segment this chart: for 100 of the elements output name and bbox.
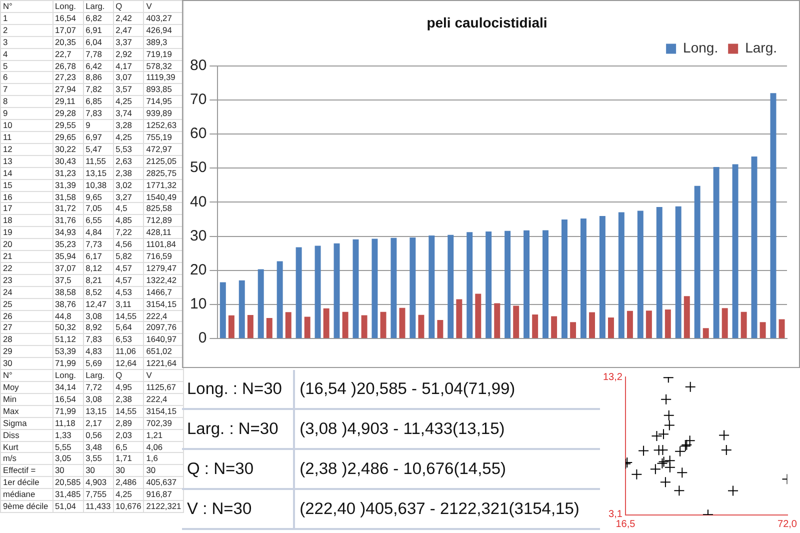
- bar: [285, 312, 292, 338]
- bar: [238, 280, 245, 338]
- text: 16 31,58 9,65 3,27 1540,49: [3, 192, 177, 202]
- bar: [372, 238, 378, 338]
- bar: [656, 207, 662, 338]
- point: [664, 420, 675, 431]
- bar: [504, 230, 511, 338]
- text: 30 71,99 5,69 12,64 1221,64: [3, 358, 177, 368]
- text: 3 20,35 6,04 3,37 389,3: [3, 36, 168, 47]
- text: 26 44,8 3,08 14,55 222,4: [3, 310, 168, 321]
- bar: [323, 308, 330, 338]
- point: [718, 430, 730, 441]
- bar: [418, 314, 424, 338]
- bar: [732, 164, 738, 338]
- point: [631, 468, 642, 480]
- text: Moy 34,14 7,72 4,95 1125,67: [3, 382, 176, 392]
- bar: [684, 296, 690, 338]
- bar: [580, 218, 586, 338]
- bar: [664, 310, 671, 338]
- bar: [751, 156, 758, 338]
- y-tick-label: 13,2: [602, 372, 623, 383]
- bar: [770, 93, 776, 338]
- text: 14 31,23 13,15 2,38 2825,75: [3, 168, 177, 178]
- bar: [675, 206, 682, 338]
- text: N° Long. Larg. Q V: [3, 370, 152, 380]
- text: 12 30,22 5,47 5,53 472,97: [3, 144, 172, 154]
- point: [638, 445, 650, 456]
- bar: [314, 246, 321, 338]
- bar: [342, 312, 348, 338]
- chart-title: peli caulocistidiali: [426, 14, 548, 30]
- text: 8 29,11 6,85 4,25 714,95: [3, 96, 172, 106]
- bar: [352, 239, 359, 338]
- text: 27 50,32 8,92 5,64 2097,76: [3, 322, 177, 332]
- point: [676, 467, 688, 478]
- bar: [646, 310, 652, 338]
- bar: [334, 243, 340, 338]
- bar: [448, 234, 454, 338]
- point: [660, 394, 672, 405]
- text: 19 34,93 4,84 7,22 428,11: [3, 227, 172, 238]
- point: [674, 485, 685, 496]
- point: [657, 444, 668, 456]
- point: [674, 446, 686, 457]
- point: [684, 381, 696, 392]
- bar: [247, 315, 254, 338]
- text: 21 35,94 6,17 5,82 716,59: [3, 251, 172, 262]
- bar: [722, 308, 728, 338]
- text: Sigma 11,18 2,17 2,89 702,39: [3, 418, 172, 428]
- text: 25 38,76 12,47 3,11 3154,15: [3, 298, 177, 309]
- bar: [694, 186, 700, 338]
- y-tick-label: 30: [190, 227, 207, 244]
- text: 2 17,07 6,91 2,47 426,94: [3, 24, 172, 35]
- bar: [380, 312, 386, 338]
- bar: [428, 236, 435, 338]
- bar: [220, 282, 226, 338]
- text: médiane 31,485 7,755 4,25 916,87: [3, 489, 172, 500]
- point: [720, 444, 732, 456]
- point: [651, 430, 662, 442]
- bar: [296, 247, 302, 338]
- bar: [626, 310, 633, 338]
- y-tick-label: 20: [190, 262, 207, 279]
- text: 11 29,65 6,97 4,25 755,19: [3, 132, 172, 142]
- text: 15 31,39 10,38 3,02 1771,32: [3, 180, 177, 190]
- text: 23 37,5 8,21 4,57 1322,42: [3, 274, 177, 285]
- point: [660, 476, 671, 488]
- bar: [304, 316, 310, 338]
- y-tick-label: 70: [190, 91, 207, 108]
- bar: [608, 318, 614, 338]
- legend-label: Larg.: [745, 40, 778, 56]
- text: 28 51,12 7,83 6,53 1640,97: [3, 334, 177, 344]
- bar: [475, 294, 482, 338]
- bar: [486, 232, 492, 338]
- y-tick-label: 40: [190, 193, 207, 210]
- text: Max 71,99 13,15 14,55 3154,15: [2, 405, 178, 418]
- text: 17 31,72 7,05 4,5 825,58: [3, 203, 172, 214]
- bar: [390, 238, 397, 338]
- text: Kurt 5,55 3,48 6,5 4,06: [3, 442, 163, 452]
- bar: [551, 316, 558, 338]
- text: 9 29,28 7,83 3,74 939,89: [3, 108, 172, 118]
- text: 24 38,58 8,52 4,53 1466,7: [3, 286, 172, 297]
- x-tick-label: 16,5: [616, 518, 636, 530]
- text: 22 37,07 8,12 4,57 1279,47: [3, 262, 177, 273]
- text: 5 26,78 6,42 4,17 578,32: [3, 60, 172, 71]
- point: [684, 435, 696, 446]
- bar: [713, 167, 720, 338]
- text: Min 16,54 3,08 2,38 222,4: [3, 394, 168, 404]
- bar: [524, 230, 530, 338]
- bar: [399, 308, 406, 338]
- text: Long. : N=30 (16,54 )20,585 - 51,04(71,99): [186, 378, 516, 400]
- text: 4 22,7 7,78 2,92 719,19: [3, 48, 172, 59]
- bar: [740, 312, 747, 338]
- bar: [410, 237, 416, 338]
- text: Q : N=30 (2,38 )2,486 - 10,676(14,55): [187, 460, 506, 478]
- text: 10 29,55 9 3,28 1252,63: [3, 120, 177, 130]
- y-tick-label: 3,1: [608, 509, 623, 520]
- bar: [258, 269, 264, 338]
- y-tick-label: 0: [198, 330, 207, 347]
- bar: [513, 306, 520, 338]
- text: 29 53,39 4,83 11,06 651,02: [3, 346, 172, 356]
- bar: [466, 232, 473, 338]
- text: Larg. : N=30 (3,08 )4,903 - 11,433(13,15): [187, 420, 505, 438]
